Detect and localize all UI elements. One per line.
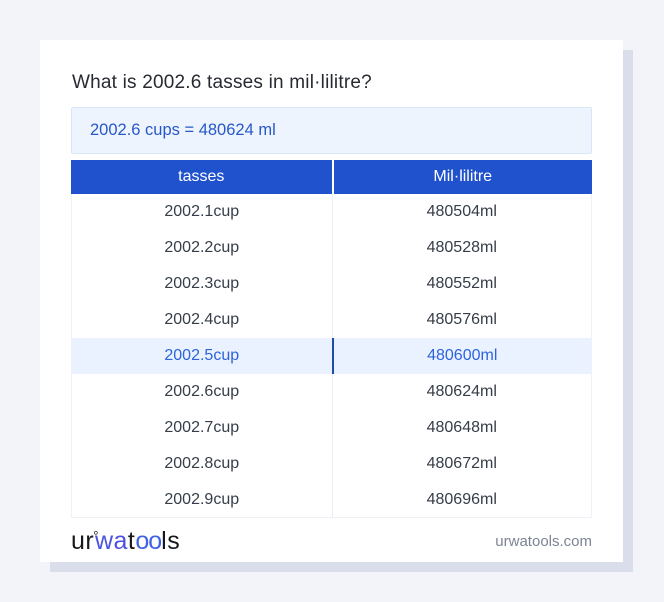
logo-segment: ur (71, 526, 95, 555)
table-row[interactable]: 2002.8cup 480672ml (71, 446, 592, 482)
cell-tasses: 2002.4cup (71, 302, 332, 338)
cell-ml: 480648ml (331, 410, 592, 446)
result-text: 2002.6 cups = 480624 ml (90, 121, 276, 139)
cell-ml: 480600ml (331, 338, 592, 374)
cell-ml: 480552ml (331, 266, 592, 302)
cell-ml: 480528ml (331, 230, 592, 266)
cell-tasses: 2002.2cup (71, 230, 332, 266)
converter-card: What is 2002.6 tasses in mil·lilitre? 20… (40, 40, 623, 562)
result-box: 2002.6 cups = 480624 ml (71, 107, 592, 154)
column-header-tasses: tasses (71, 160, 332, 194)
table-row[interactable]: 2002.3cup 480552ml (71, 266, 592, 302)
card-footer: ur°watools urwatools.com (71, 521, 592, 561)
logo-ring-icon: ° (93, 527, 99, 543)
cell-tasses: 2002.6cup (71, 374, 332, 410)
urwatools-logo[interactable]: ur°watools (71, 526, 181, 555)
table-row[interactable]: 2002.4cup 480576ml (71, 302, 592, 338)
cell-ml: 480504ml (331, 194, 592, 230)
table-row[interactable]: 2002.2cup 480528ml (71, 230, 592, 266)
cell-tasses: 2002.9cup (71, 482, 332, 518)
cell-tasses: 2002.7cup (71, 410, 332, 446)
table-header: tasses Mil·lilitre (71, 160, 592, 194)
column-header-millilitre: Mil·lilitre (331, 160, 592, 194)
conversion-table: tasses Mil·lilitre 2002.1cup 480504ml 20… (71, 160, 592, 518)
cell-ml: 480696ml (331, 482, 592, 518)
table-row-highlighted[interactable]: 2002.5cup 480600ml (71, 338, 592, 374)
cell-ml: 480576ml (331, 302, 592, 338)
logo-glasses-oo: oo (135, 526, 162, 555)
cell-tasses: 2002.8cup (71, 446, 332, 482)
site-url: urwatools.com (495, 532, 592, 550)
logo-segment: wa (94, 526, 128, 555)
cell-tasses: 2002.3cup (71, 266, 332, 302)
table-row[interactable]: 2002.1cup 480504ml (71, 194, 592, 230)
cell-tasses: 2002.1cup (71, 194, 332, 230)
page-title: What is 2002.6 tasses in mil·lilitre? (72, 72, 372, 93)
cell-tasses: 2002.5cup (71, 338, 332, 374)
cell-ml: 480672ml (331, 446, 592, 482)
table-row[interactable]: 2002.7cup 480648ml (71, 410, 592, 446)
table-row[interactable]: 2002.9cup 480696ml (71, 482, 592, 518)
cell-ml: 480624ml (331, 374, 592, 410)
logo-segment: ls (161, 526, 181, 555)
table-body: 2002.1cup 480504ml 2002.2cup 480528ml 20… (71, 194, 592, 518)
logo-segment: t (127, 526, 136, 555)
table-row[interactable]: 2002.6cup 480624ml (71, 374, 592, 410)
